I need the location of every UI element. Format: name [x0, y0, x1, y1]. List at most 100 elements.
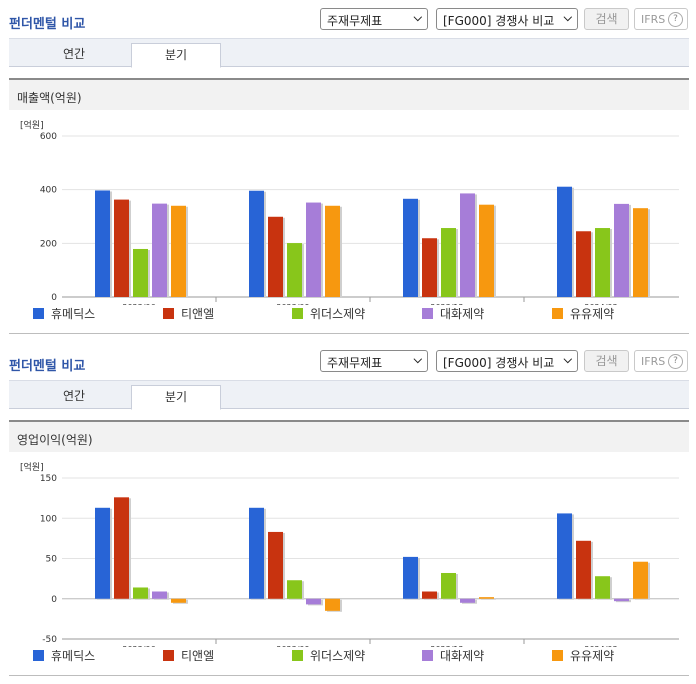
legend-label: 위더스제약	[310, 307, 366, 321]
bar	[95, 190, 110, 297]
bar	[306, 598, 321, 605]
bar	[133, 587, 148, 599]
help-icon: ?	[668, 354, 683, 369]
legend-item: 위더스제약	[292, 305, 365, 322]
section-title: 매출액(억원)	[9, 78, 689, 110]
bar	[403, 198, 418, 297]
bar	[325, 598, 340, 611]
bar-shadow	[481, 598, 496, 600]
search-button[interactable]: 검색	[584, 350, 629, 372]
statement-type-select[interactable]: 주재무제표 ⌵	[320, 8, 428, 30]
legend-swatch	[552, 308, 563, 319]
legend-item: 티앤엘	[163, 647, 214, 664]
chevron-down-icon: ⌵	[563, 353, 572, 366]
legend-item: 휴메딕스	[33, 305, 95, 322]
legend-swatch	[163, 308, 174, 319]
divider	[9, 333, 689, 334]
legend-item: 휴메딕스	[33, 647, 95, 664]
bar	[633, 561, 648, 599]
search-button[interactable]: 검색	[584, 8, 629, 30]
section-title: 영업이익(억원)	[9, 420, 689, 452]
legend-item: 유유제약	[552, 305, 614, 322]
y-tick-label: 0	[51, 293, 57, 303]
ifrs-label: IFRS	[641, 13, 666, 26]
comparison-group-select[interactable]: [FG000] 경쟁사 비교 ⌵	[436, 350, 578, 372]
bar	[460, 598, 475, 603]
legend-label: 휴메딕스	[51, 307, 96, 321]
bar	[114, 199, 129, 297]
period-tabs: 연간 분기	[9, 380, 689, 410]
bar	[633, 208, 648, 297]
help-icon: ?	[668, 12, 683, 27]
legend-label: 휴메딕스	[51, 649, 96, 663]
tab-annual[interactable]: 연간	[62, 389, 86, 403]
ifrs-label: IFRS	[641, 355, 666, 368]
bar	[403, 556, 418, 599]
y-tick-label: 600	[40, 132, 57, 142]
bar	[460, 193, 475, 297]
bar	[441, 572, 456, 599]
legend-label: 유유제약	[570, 649, 615, 663]
legend-label: 대화제약	[440, 307, 485, 321]
y-tick-label: 200	[40, 239, 57, 249]
bar	[268, 216, 283, 297]
legend-item: 대화제약	[422, 647, 484, 664]
operating-profit-panel: 펀더멘털 비교 주재무제표 ⌵ [FG000] 경쟁사 비교 ⌵ 검색 IFRS…	[0, 342, 696, 684]
panel-header: 펀더멘털 비교 주재무제표 ⌵ [FG000] 경쟁사 비교 ⌵ 검색 IFRS…	[0, 342, 696, 380]
ifrs-button[interactable]: IFRS ?	[634, 350, 688, 372]
panel-title: 펀더멘털 비교	[9, 17, 86, 32]
operating-profit-chart: -50 0 50 100 150 2023/06 2023/09 2023/12 2024/03	[40, 474, 679, 647]
y-tick-label: 50	[46, 555, 58, 565]
comparison-group-value: [FG000] 경쟁사 비교	[443, 356, 555, 370]
chart-legend: 휴메딕스 티앤엘 위더스제약 대화제약 유유제약	[0, 305, 696, 325]
bar	[441, 228, 456, 297]
chevron-down-icon: ⌵	[563, 11, 572, 24]
legend-swatch	[422, 650, 433, 661]
x-tick-label: 2024/03	[584, 303, 617, 305]
tab-quarterly[interactable]: 분기	[131, 385, 221, 410]
bar	[479, 597, 494, 599]
x-tick-label: 2023/09	[276, 303, 309, 305]
bar	[557, 513, 572, 599]
bar	[614, 203, 629, 297]
tab-quarterly[interactable]: 분기	[131, 43, 221, 68]
comparison-group-value: [FG000] 경쟁사 비교	[443, 14, 555, 28]
legend-swatch	[163, 650, 174, 661]
bar	[479, 204, 494, 297]
x-tick-label: 2024/03	[584, 645, 617, 647]
statement-type-value: 주재무제표	[327, 14, 383, 28]
sales-panel: 펀더멘털 비교 주재무제표 ⌵ [FG000] 경쟁사 비교 ⌵ 검색 IFRS…	[0, 0, 696, 334]
legend-swatch	[33, 308, 44, 319]
bar	[95, 507, 110, 599]
chart-legend: 휴메딕스 티앤엘 위더스제약 대화제약 유유제약	[0, 647, 696, 667]
sales-chart: 0 200 400 600 2023/06 2023/09 2023/12 2024/03	[40, 132, 679, 305]
panel-title: 펀더멘털 비교	[9, 359, 86, 374]
legend-label: 유유제약	[570, 307, 615, 321]
ifrs-button[interactable]: IFRS ?	[634, 8, 688, 30]
legend-swatch	[33, 650, 44, 661]
bar	[171, 205, 186, 297]
bar	[595, 576, 610, 599]
x-tick-label: 2023/09	[276, 645, 309, 647]
y-tick-label: 150	[40, 474, 57, 484]
unit-label: [억원]	[20, 121, 44, 131]
tab-annual[interactable]: 연간	[62, 47, 86, 61]
statement-type-select[interactable]: 주재무제표 ⌵	[320, 350, 428, 372]
panel-header: 펀더멘털 비교 주재무제표 ⌵ [FG000] 경쟁사 비교 ⌵ 검색 IFRS…	[0, 0, 696, 38]
bar	[287, 243, 302, 297]
x-tick-label: 2023/12	[430, 645, 463, 647]
bar	[325, 205, 340, 297]
bar	[576, 540, 591, 599]
bar	[595, 228, 610, 297]
x-tick-label: 2023/06	[122, 303, 155, 305]
legend-swatch	[292, 650, 303, 661]
legend-label: 티앤엘	[181, 307, 215, 321]
bar	[152, 203, 167, 297]
legend-swatch	[552, 650, 563, 661]
y-tick-label: 0	[51, 595, 57, 605]
comparison-group-select[interactable]: [FG000] 경쟁사 비교 ⌵	[436, 8, 578, 30]
legend-item: 티앤엘	[163, 305, 214, 322]
legend-swatch	[292, 308, 303, 319]
bar	[249, 190, 264, 297]
statement-type-value: 주재무제표	[327, 356, 383, 370]
